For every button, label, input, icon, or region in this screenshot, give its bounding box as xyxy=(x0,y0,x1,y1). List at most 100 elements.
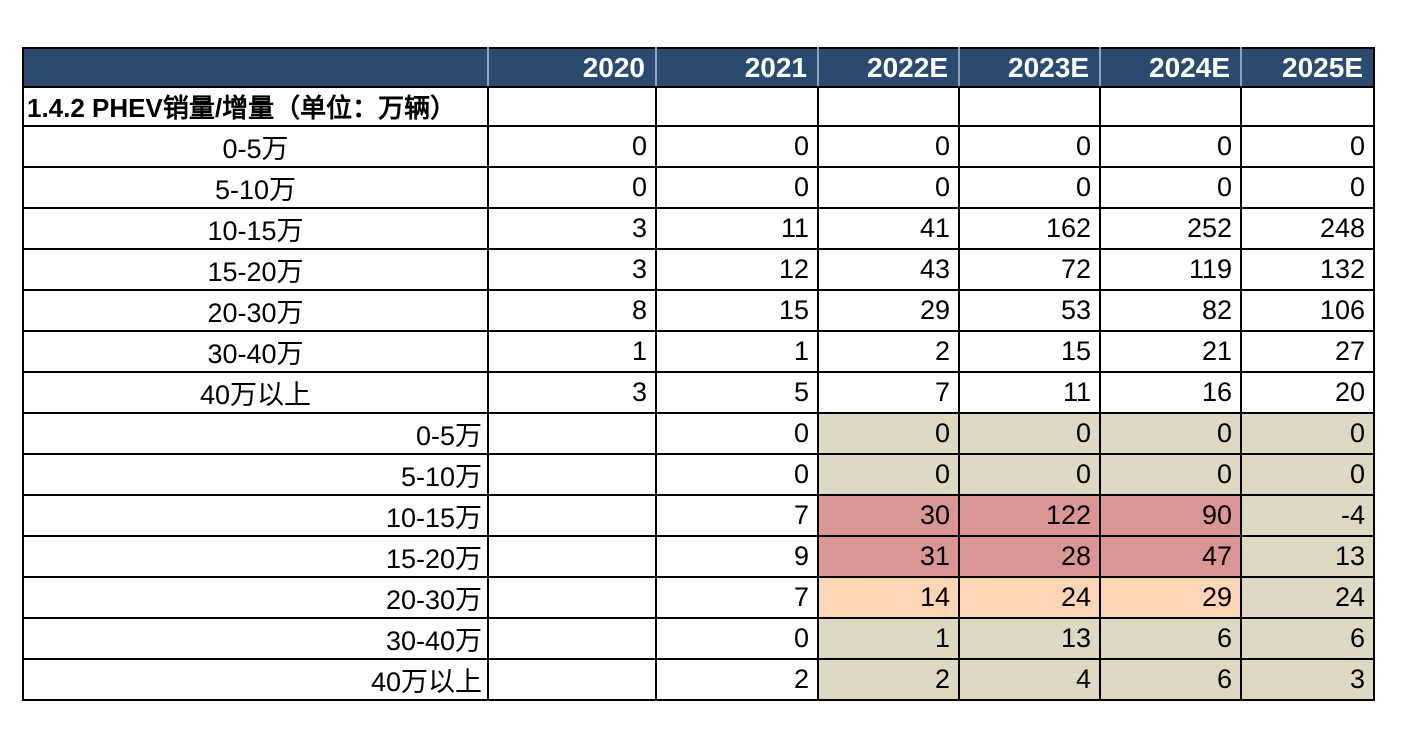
value-cell: 1 xyxy=(817,617,960,660)
value-cell xyxy=(487,453,657,496)
value-cell: 11 xyxy=(655,207,819,250)
header-row: 2020 2021 2022E 2023E 2024E 2025E xyxy=(22,47,1375,88)
value-cell: 6 xyxy=(1240,617,1375,660)
value-cell: 4 xyxy=(958,658,1101,701)
value-cell: 3 xyxy=(487,207,657,250)
year-header: 2020 xyxy=(487,47,657,88)
value-cell: 132 xyxy=(1240,248,1375,291)
value-cell: 106 xyxy=(1240,289,1375,332)
value-cell: 0 xyxy=(655,412,819,455)
value-cell: 7 xyxy=(655,494,819,537)
table-row-sales: 30-40万 1 1 2 15 21 27 xyxy=(22,330,1375,373)
value-cell xyxy=(487,576,657,619)
row-label: 10-15万 xyxy=(22,494,489,537)
value-cell: 12 xyxy=(655,248,819,291)
row-label: 15-20万 xyxy=(22,248,489,291)
value-cell: 27 xyxy=(1240,330,1375,373)
value-cell: 16 xyxy=(1099,371,1242,414)
header-label-cell xyxy=(22,47,489,88)
value-cell: 0 xyxy=(1240,412,1375,455)
value-cell: 0 xyxy=(655,166,819,209)
value-cell xyxy=(487,412,657,455)
value-cell: 119 xyxy=(1099,248,1242,291)
row-label: 5-10万 xyxy=(22,453,489,496)
empty-cell xyxy=(1099,86,1242,127)
value-cell: 0 xyxy=(817,453,960,496)
row-label: 40万以上 xyxy=(22,658,489,701)
value-cell: 3 xyxy=(487,371,657,414)
year-header: 2021 xyxy=(655,47,819,88)
value-cell: 1 xyxy=(655,330,819,373)
value-cell: 90 xyxy=(1099,494,1242,537)
value-cell: 2 xyxy=(817,658,960,701)
table-row-increment: 5-10万 0 0 0 0 0 xyxy=(22,453,1375,496)
value-cell: 0 xyxy=(1099,453,1242,496)
value-cell: 0 xyxy=(817,412,960,455)
value-cell: 15 xyxy=(655,289,819,332)
value-cell: 2 xyxy=(655,658,819,701)
year-header: 2025E xyxy=(1240,47,1375,88)
value-cell: 0 xyxy=(1240,453,1375,496)
empty-cell xyxy=(487,86,657,127)
phev-table-container: 2020 2021 2022E 2023E 2024E 2025E 1.4.2 PHEV销… xyxy=(22,47,1375,701)
table-row-sales: 20-30万 8 15 29 53 82 106 xyxy=(22,289,1375,332)
value-cell: 30 xyxy=(817,494,960,537)
value-cell xyxy=(487,535,657,578)
value-cell: 9 xyxy=(655,535,819,578)
empty-cell xyxy=(817,86,960,127)
value-cell: 3 xyxy=(1240,658,1375,701)
row-label: 40万以上 xyxy=(22,371,489,414)
row-label: 20-30万 xyxy=(22,289,489,332)
row-label: 0-5万 xyxy=(22,412,489,455)
table-row-increment: 0-5万 0 0 0 0 0 xyxy=(22,412,1375,455)
row-label: 30-40万 xyxy=(22,617,489,660)
value-cell: 162 xyxy=(958,207,1101,250)
row-label: 0-5万 xyxy=(22,125,489,168)
value-cell xyxy=(487,494,657,537)
value-cell: 0 xyxy=(1099,125,1242,168)
row-label: 10-15万 xyxy=(22,207,489,250)
value-cell: 6 xyxy=(1099,658,1242,701)
value-cell: 0 xyxy=(487,125,657,168)
row-label: 30-40万 xyxy=(22,330,489,373)
value-cell: -4 xyxy=(1240,494,1375,537)
value-cell: 53 xyxy=(958,289,1101,332)
value-cell: 0 xyxy=(487,166,657,209)
value-cell: 0 xyxy=(958,125,1101,168)
value-cell: 72 xyxy=(958,248,1101,291)
value-cell: 248 xyxy=(1240,207,1375,250)
empty-cell xyxy=(1240,86,1375,127)
empty-cell xyxy=(655,86,819,127)
value-cell: 7 xyxy=(655,576,819,619)
value-cell: 0 xyxy=(958,453,1101,496)
value-cell: 1 xyxy=(487,330,657,373)
value-cell: 14 xyxy=(817,576,960,619)
value-cell: 24 xyxy=(1240,576,1375,619)
row-label: 5-10万 xyxy=(22,166,489,209)
empty-cell xyxy=(958,86,1101,127)
table-row-increment: 15-20万 9 31 28 47 13 xyxy=(22,535,1375,578)
value-cell: 0 xyxy=(817,125,960,168)
value-cell: 252 xyxy=(1099,207,1242,250)
value-cell: 8 xyxy=(487,289,657,332)
value-cell: 29 xyxy=(817,289,960,332)
value-cell: 3 xyxy=(487,248,657,291)
table-row-sales: 0-5万 0 0 0 0 0 0 xyxy=(22,125,1375,168)
table-row-increment: 20-30万 7 14 24 29 24 xyxy=(22,576,1375,619)
table-row-sales: 40万以上 3 5 7 11 16 20 xyxy=(22,371,1375,414)
value-cell: 21 xyxy=(1099,330,1242,373)
table-row-sales: 5-10万 0 0 0 0 0 0 xyxy=(22,166,1375,209)
value-cell: 0 xyxy=(655,125,819,168)
table-row-sales: 10-15万 3 11 41 162 252 248 xyxy=(22,207,1375,250)
value-cell xyxy=(487,617,657,660)
value-cell: 0 xyxy=(958,412,1101,455)
row-label: 20-30万 xyxy=(22,576,489,619)
value-cell: 31 xyxy=(817,535,960,578)
year-header: 2023E xyxy=(958,47,1101,88)
value-cell: 29 xyxy=(1099,576,1242,619)
table-title: 1.4.2 PHEV销量/增量（单位：万辆） xyxy=(22,86,489,127)
value-cell: 0 xyxy=(958,166,1101,209)
value-cell xyxy=(487,658,657,701)
value-cell: 0 xyxy=(1240,166,1375,209)
table-row-increment: 40万以上 2 2 4 6 3 xyxy=(22,658,1375,701)
